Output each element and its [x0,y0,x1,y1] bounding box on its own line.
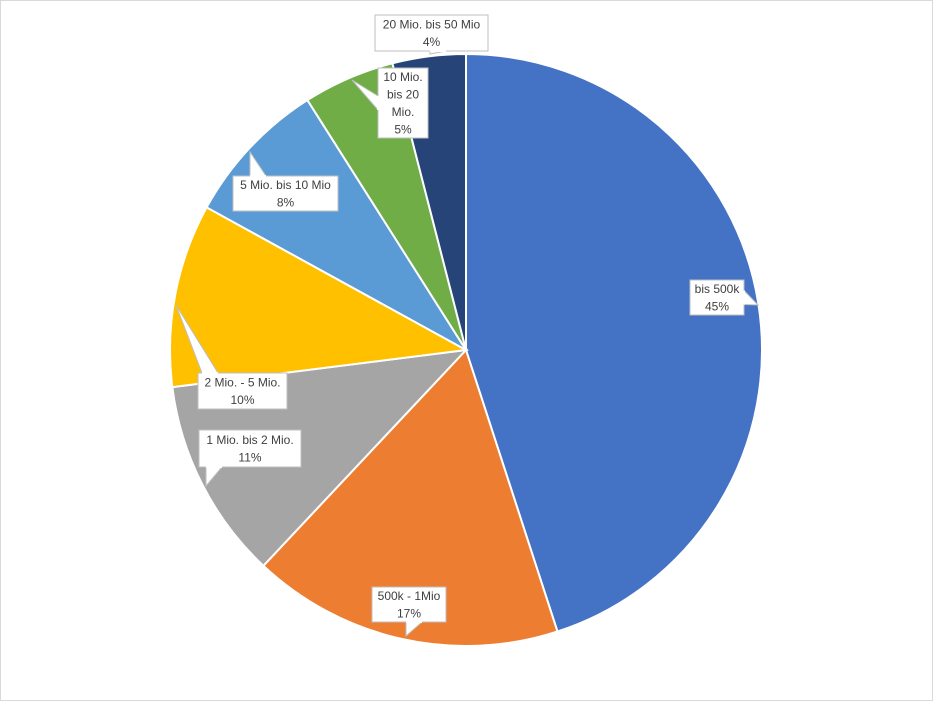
data-label-box [371,586,447,623]
pie-slice-4 [169,206,470,389]
data-label-value: 45% [705,299,729,313]
data-label-box [232,175,339,212]
data-label-5: 5 Mio. bis 10 Mio 8% [232,150,339,212]
data-label-box [377,67,429,139]
data-label-value: 4% [423,35,441,49]
pie-slice-2 [261,348,559,647]
data-label-2: 500k - 1Mio 17% [371,586,447,638]
data-label-value: 11% [238,450,261,464]
data-label-category: 10 Mio. [383,70,422,84]
pie-slice-5 [205,98,467,351]
pie-slices [169,52,763,647]
data-label-category: 500k - 1Mio [378,589,441,603]
data-label-box [197,372,288,410]
data-label-category: Mio. [392,105,415,119]
data-label-4: 2 Mio. - 5 Mio. 10% [175,304,288,410]
data-label-6: 10 Mio. bis 20 Mio. 5% [351,67,429,139]
data-label-1: bis 500k 45% [689,279,760,316]
data-label-callouts: bis 500k 45% 500k - 1Mio 17% 1 Mio. bis 2 Mi… [175,14,760,638]
data-label-value: 8% [277,195,295,209]
data-label-value: 10% [230,393,254,407]
data-label-value: 17% [397,606,421,620]
data-label-7: 20 Mio. bis 50 Mio 4% [374,14,489,55]
data-label-category: 20 Mio. bis 50 Mio [383,17,481,31]
data-label-category: 2 Mio. - 5 Mio. [204,375,280,389]
pie-slice-1 [465,52,763,633]
data-label-3: 1 Mio. bis 2 Mio. 11% [198,429,302,488]
data-label-value: 5% [394,122,412,136]
data-label-box [198,429,302,468]
data-label-category: bis 500k [695,282,741,296]
data-label-box [374,14,489,52]
data-label-category: 1 Mio. bis 2 Mio. [206,433,293,447]
data-label-category: bis 20 [387,87,419,101]
data-label-category: 5 Mio. bis 10 Mio [240,178,331,192]
